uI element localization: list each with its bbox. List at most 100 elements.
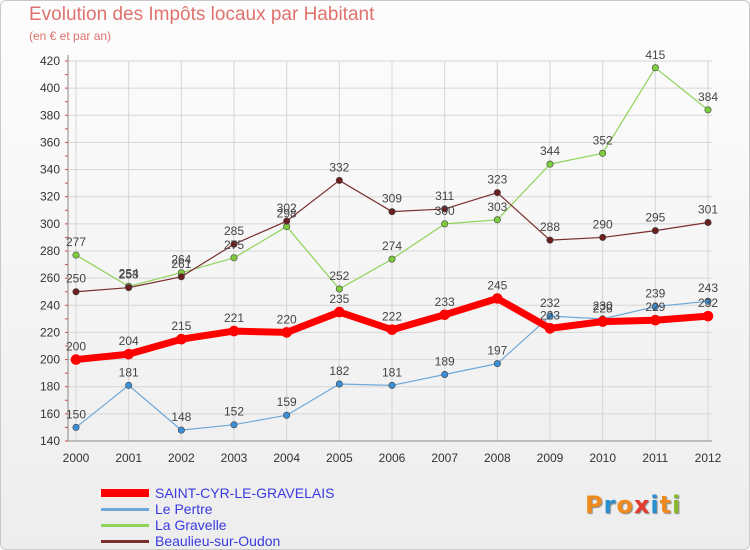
y-tick-label: 320 <box>40 190 60 204</box>
x-tick-label: 2012 <box>695 451 722 465</box>
data-label: 302 <box>277 201 297 215</box>
data-label: 252 <box>329 269 349 283</box>
data-label: 200 <box>66 340 86 354</box>
data-label: 197 <box>487 344 507 358</box>
logo-letter: i <box>650 491 660 519</box>
data-point <box>335 380 343 388</box>
data-label: 189 <box>435 355 455 369</box>
data-point <box>283 217 291 225</box>
data-point <box>281 327 292 338</box>
y-tick-label: 180 <box>40 380 60 394</box>
data-point <box>388 255 396 263</box>
data-point <box>441 370 449 378</box>
data-label: 323 <box>487 173 507 187</box>
data-point <box>493 360 501 368</box>
data-label: 344 <box>540 144 560 158</box>
legend-swatch <box>101 489 149 497</box>
x-tick-label: 2004 <box>273 451 300 465</box>
data-label: 415 <box>645 48 665 62</box>
data-label: 295 <box>645 211 665 225</box>
y-tick-label: 260 <box>40 271 60 285</box>
data-label: 264 <box>171 253 191 267</box>
y-tick-label: 200 <box>40 353 60 367</box>
data-label: 301 <box>698 203 718 217</box>
data-label: 254 <box>119 266 139 280</box>
data-point <box>441 220 449 228</box>
legend-label: La Gravelle <box>155 517 227 533</box>
data-label: 274 <box>382 239 402 253</box>
data-label: 159 <box>277 395 297 409</box>
logo-letter: r <box>603 491 617 519</box>
data-label: 309 <box>382 192 402 206</box>
y-tick-label: 340 <box>40 163 60 177</box>
data-point <box>335 285 343 293</box>
data-point <box>441 205 449 213</box>
data-point <box>493 189 501 197</box>
data-point <box>651 303 659 311</box>
data-point <box>334 306 345 318</box>
data-point <box>283 411 291 419</box>
data-label: 228 <box>593 302 613 316</box>
logo-letter: x <box>633 491 651 519</box>
data-point <box>230 240 238 248</box>
data-point <box>544 323 556 334</box>
data-label: 182 <box>329 364 349 378</box>
data-label: 300 <box>435 204 455 218</box>
data-label: 232 <box>698 296 718 310</box>
data-label: 215 <box>171 319 191 333</box>
x-tick-label: 2008 <box>484 451 511 465</box>
data-label: 181 <box>382 365 402 379</box>
x-tick-label: 2003 <box>221 451 248 465</box>
data-label: 277 <box>66 235 86 249</box>
data-point <box>335 176 343 184</box>
data-label: 303 <box>487 200 507 214</box>
x-tick-label: 2006 <box>379 451 406 465</box>
logo-letter: P <box>585 491 604 519</box>
data-point <box>230 254 238 262</box>
data-label: 243 <box>698 281 718 295</box>
data-point <box>123 348 134 360</box>
data-point <box>439 309 450 321</box>
y-tick-label: 160 <box>40 407 60 421</box>
data-point <box>70 354 82 365</box>
data-label: 275 <box>224 238 244 252</box>
x-tick-label: 2000 <box>63 451 90 465</box>
y-tick-label: 240 <box>40 298 60 312</box>
data-label: 232 <box>540 296 560 310</box>
data-label: 298 <box>277 207 297 221</box>
data-point <box>177 273 185 281</box>
legend-label: Beaulieu-sur-Oudon <box>155 533 281 549</box>
data-point <box>704 106 712 114</box>
chart-subtitle: (en € et par an) <box>29 29 112 43</box>
y-tick-label: 280 <box>40 244 60 258</box>
data-point <box>546 236 554 244</box>
y-tick-label: 220 <box>40 325 60 339</box>
data-point <box>72 423 80 431</box>
data-label: 181 <box>119 365 139 379</box>
data-point <box>599 149 607 157</box>
data-label: 288 <box>540 220 560 234</box>
data-label: 152 <box>224 405 244 419</box>
y-tick-label: 300 <box>40 217 60 231</box>
data-point <box>386 324 398 336</box>
data-point <box>72 251 80 259</box>
data-point <box>228 325 240 337</box>
logo-letter: t <box>659 491 673 519</box>
data-point <box>493 216 501 224</box>
data-point <box>125 381 133 389</box>
data-label: 384 <box>698 90 718 104</box>
data-label: 148 <box>171 410 191 424</box>
logo-letter: o <box>616 491 634 519</box>
data-label: 233 <box>435 295 455 309</box>
proxiti-logo: Proxiti <box>585 491 681 519</box>
data-label: 332 <box>329 160 349 174</box>
data-point <box>704 297 712 305</box>
data-label: 235 <box>329 292 349 306</box>
legend-label: SAINT-CYR-LE-GRAVELAIS <box>155 485 335 501</box>
data-point <box>704 219 712 227</box>
data-label: 221 <box>224 311 244 325</box>
data-point <box>72 288 80 296</box>
legend-swatch <box>101 524 149 527</box>
x-tick-label: 2011 <box>642 451 668 465</box>
data-point <box>546 312 554 320</box>
